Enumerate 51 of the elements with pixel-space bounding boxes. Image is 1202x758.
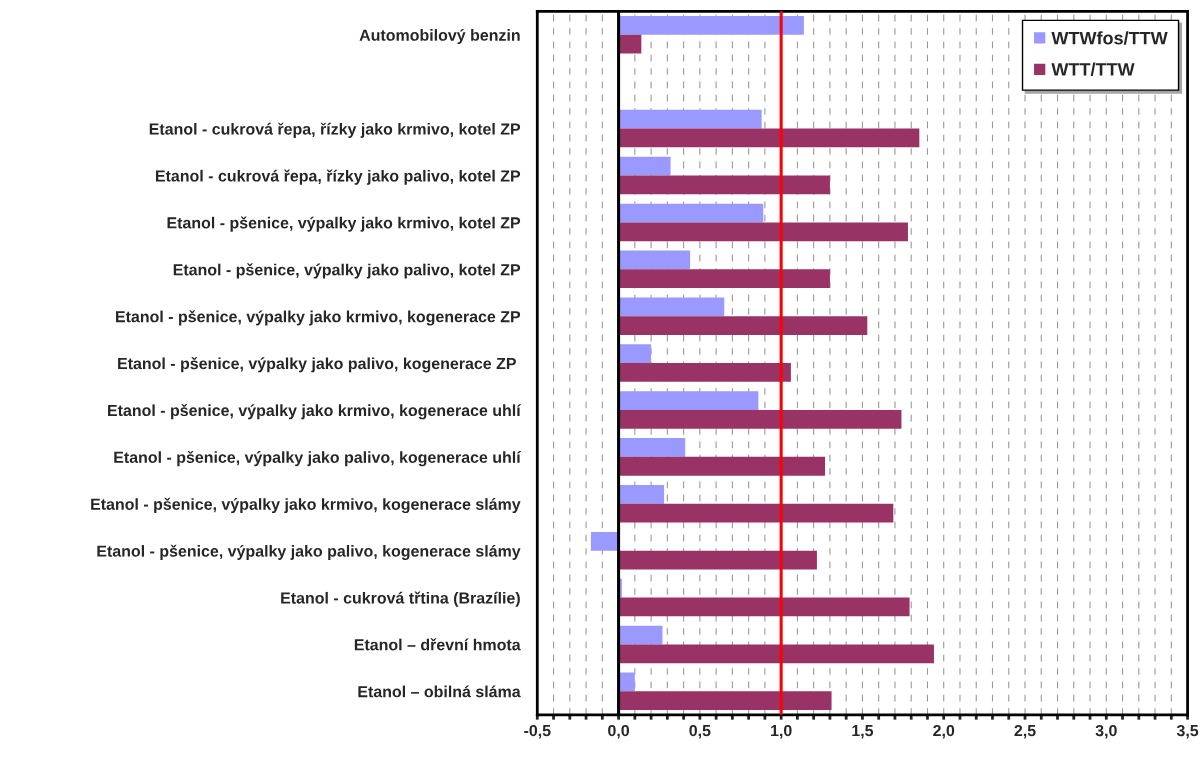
y-tick-label: Etanol - pšenice, výpalky jako palivo, kogenerace ZP [118, 357, 516, 373]
x-tick-label: 0,5 [689, 724, 711, 739]
bar [618, 597, 910, 617]
legend-label: WTT/TTW [1051, 62, 1135, 76]
bar [618, 691, 832, 711]
bar [618, 391, 759, 410]
bar [618, 503, 894, 523]
bar [618, 297, 725, 317]
x-tick-label: -0,5 [524, 724, 551, 739]
bar [618, 16, 804, 35]
bar [618, 363, 791, 382]
bar [618, 316, 868, 335]
bar [618, 250, 691, 270]
y-tick-label: Etanol - pšenice, výpalky jako krmivo, kogenerace slámy [91, 497, 521, 514]
y-tick-label: Etanol - pšenice, výpalky jako palivo, kotel ZP [173, 263, 521, 279]
y-tick-label: Etanol - pšenice, výpalky jako palivo, kogenerace uhlí [114, 450, 522, 467]
bar [618, 625, 663, 645]
y-tick-label: Etanol - pšenice, výpalky jako krmivo, kotel ZP [167, 216, 521, 232]
bar [618, 344, 652, 364]
y-tick-label: Automobilový benzin [359, 28, 520, 44]
y-tick-label: Etanol - cukrová třtina (Brazílie) [281, 591, 520, 607]
x-tick-label: 1,5 [852, 725, 874, 739]
bar [618, 644, 934, 664]
bar [618, 269, 830, 289]
legend-label: WTWfos/TTW [1051, 31, 1168, 45]
bar [618, 156, 671, 176]
y-tick-label: Etanol - pšenice, výpalky jako krmivo, kogenerace uhlí [108, 404, 522, 420]
bar [618, 456, 826, 476]
x-tick-label: 2,0 [933, 724, 955, 739]
bar [618, 34, 642, 54]
bar [618, 550, 817, 570]
bar [618, 222, 908, 242]
bar [618, 109, 762, 129]
bar [618, 128, 920, 148]
bar [618, 203, 764, 223]
y-tick-label: Etanol - cukrová řepa, řízky jako palivo, kotel ZP [156, 169, 521, 185]
y-tick-label: Etanol - pšenice, výpalky jako krmivo, kogenerace ZP [116, 310, 521, 326]
bar [618, 175, 830, 195]
bar [618, 409, 902, 429]
x-tick-label: 3,5 [1176, 724, 1199, 739]
x-tick-label: 0,0 [608, 724, 630, 739]
x-tick-label: 2,5 [1014, 724, 1036, 739]
y-tick-label: Etanol - cukrová řepa, řízky jako krmivo, kotel ZP [149, 122, 521, 138]
bar [618, 485, 665, 504]
bar [590, 531, 619, 551]
y-tick-label: Etanol - pšenice, výpalky jako palivo, kogenerace slámy [97, 544, 521, 561]
y-tick-label: Etanol – obilná sláma [358, 685, 521, 698]
y-tick-label: Etanol – dřevní hmota [354, 638, 521, 651]
bar [618, 438, 686, 457]
x-tick-label: 1,0 [771, 724, 792, 739]
x-tick-label: 3,0 [1095, 724, 1117, 739]
